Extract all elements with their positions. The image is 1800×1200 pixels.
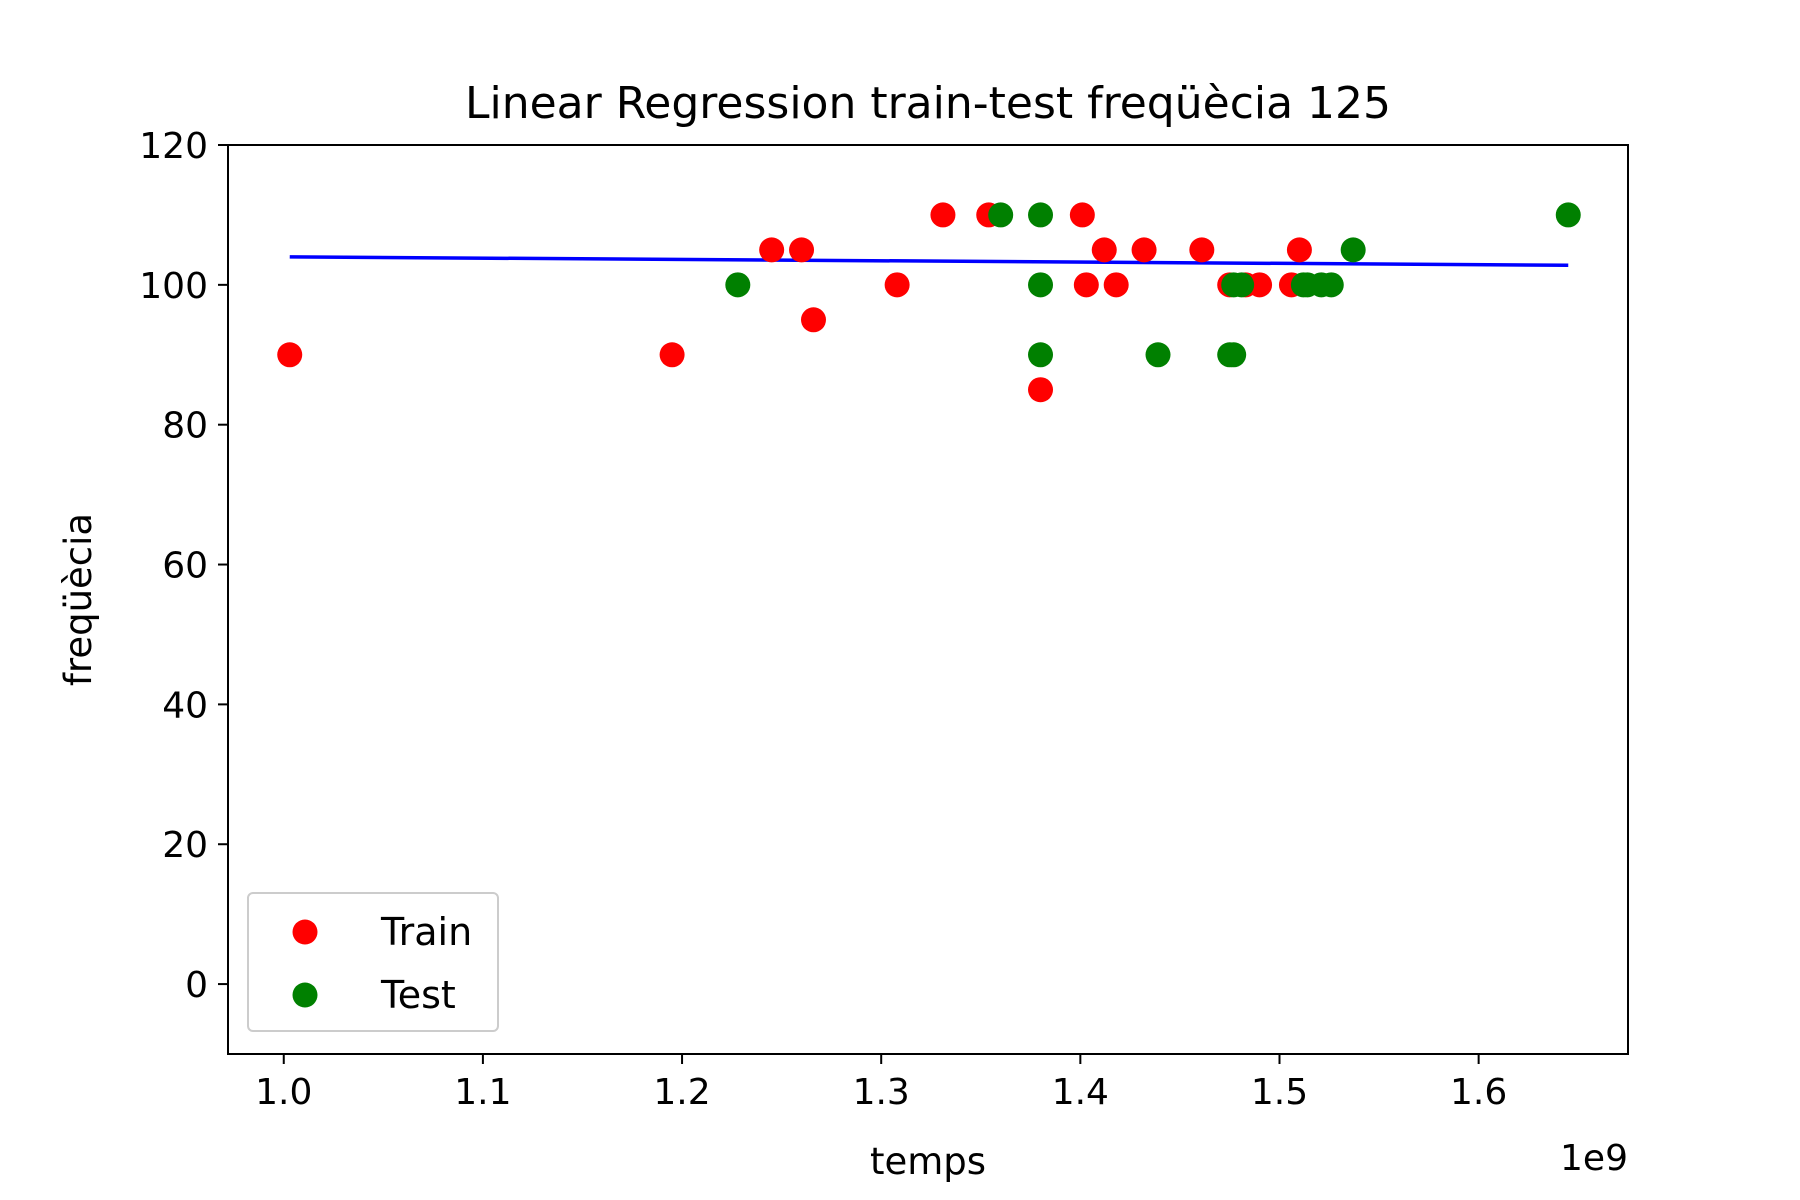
y-tick-label: 60 [162, 546, 208, 587]
y-tick-label: 100 [139, 266, 208, 307]
x-tick-label: 1.2 [653, 1072, 710, 1113]
test-point [1340, 237, 1366, 263]
train-point [277, 342, 303, 368]
train-point [1131, 237, 1157, 263]
test-point [1229, 272, 1255, 298]
x-tick-label: 1.4 [1052, 1072, 1109, 1113]
test-point [1555, 202, 1581, 228]
y-tick-label: 120 [139, 126, 208, 167]
train-point [759, 237, 785, 263]
legend-marker-test [292, 982, 318, 1008]
train-point [1069, 202, 1095, 228]
test-point [1028, 272, 1054, 298]
regression-layer [289, 255, 1569, 268]
test-point [1028, 342, 1054, 368]
plot-frame [227, 144, 1629, 1055]
x-tick-label: 1.1 [454, 1072, 511, 1113]
x-tick-label: 1.5 [1251, 1072, 1308, 1113]
chart-title: Linear Regression train-test freqüècia 1… [465, 78, 1391, 129]
train-point [800, 307, 826, 333]
test-point [1318, 272, 1344, 298]
x-axis-offset-label: 1e9 [1560, 1138, 1628, 1179]
train-point [1091, 237, 1117, 263]
test-point [725, 272, 751, 298]
train-point [1028, 377, 1054, 403]
test-point [1028, 202, 1054, 228]
regression-line [289, 255, 1569, 268]
train-point [659, 342, 685, 368]
train-point [1286, 237, 1312, 263]
train-point [1189, 237, 1215, 263]
train-point [1073, 272, 1099, 298]
y-tick-label: 40 [162, 685, 208, 726]
y-tick-label: 0 [185, 965, 208, 1006]
x-tick-label: 1.0 [255, 1072, 312, 1113]
train-point [884, 272, 910, 298]
y-axis-label: freqüècia [57, 513, 100, 686]
y-tick-label: 80 [162, 406, 208, 447]
x-tick-label: 1.6 [1450, 1072, 1507, 1113]
x-axis: 1.0 1.1 1.2 1.3 1.4 1.5 1.6 [255, 1054, 1507, 1113]
train-point [1247, 272, 1273, 298]
legend: Train Test [247, 892, 499, 1032]
y-tick-label: 20 [162, 825, 208, 866]
train-point [1103, 272, 1129, 298]
test-point [988, 202, 1014, 228]
x-axis-label: temps [870, 1140, 986, 1183]
x-tick-label: 1.3 [853, 1072, 910, 1113]
test-point [1221, 342, 1247, 368]
train-point [930, 202, 956, 228]
legend-label-train: Train [380, 910, 472, 954]
test-point [1145, 342, 1171, 368]
legend-label-test: Test [380, 973, 456, 1017]
legend-marker-train [292, 919, 318, 945]
y-axis: 0 20 40 60 80 100 120 [139, 126, 228, 1006]
train-point [789, 237, 815, 263]
points-layer [277, 202, 1581, 403]
